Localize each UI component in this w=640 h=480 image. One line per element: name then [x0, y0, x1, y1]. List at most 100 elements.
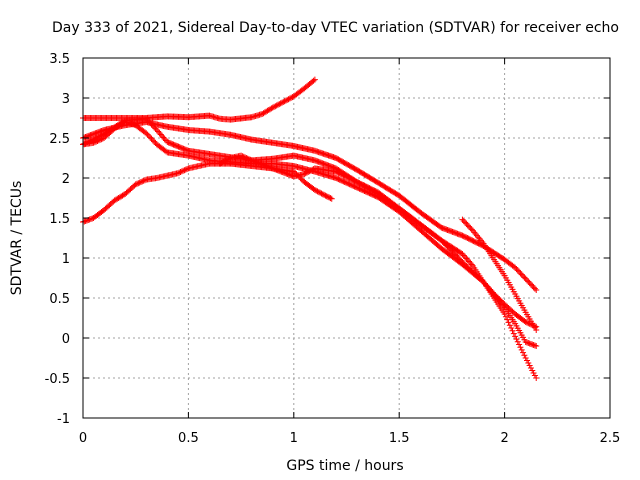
data-point — [276, 101, 283, 108]
data-point — [285, 96, 292, 103]
data-point — [311, 187, 318, 193]
data-point — [309, 166, 316, 173]
data-point — [531, 285, 538, 292]
data-point — [226, 155, 233, 162]
data-point — [239, 153, 246, 160]
series-sat-c — [80, 119, 540, 349]
data-point — [155, 128, 162, 135]
series-sat-f — [217, 152, 540, 381]
data-point — [222, 157, 229, 164]
y-tick-label: 2 — [62, 172, 70, 187]
data-point — [467, 260, 474, 266]
data-point — [174, 170, 181, 177]
data-point — [149, 122, 156, 129]
data-point — [514, 267, 521, 274]
data-point — [243, 155, 250, 161]
data-point — [530, 284, 537, 291]
data-point — [501, 311, 508, 317]
data-point — [462, 219, 469, 226]
y-tick-label: 0 — [62, 332, 70, 347]
data-point — [217, 160, 224, 167]
data-point — [244, 155, 251, 162]
data-point — [274, 101, 281, 108]
data-point — [516, 341, 523, 348]
data-point — [280, 99, 287, 105]
data-point — [143, 130, 150, 137]
x-tick-label: 2.5 — [600, 431, 621, 446]
data-point — [533, 327, 540, 333]
data-point — [132, 181, 139, 188]
chart-title: Day 333 of 2021, Sidereal Day-to-day VTE… — [52, 20, 619, 36]
data-point — [307, 167, 314, 174]
data-points — [80, 76, 540, 381]
x-tick-labels: 0 0.5 1 1.5 2 2.5 — [79, 431, 620, 446]
data-point — [156, 130, 163, 136]
data-point — [468, 226, 475, 233]
data-point — [145, 118, 152, 125]
data-point — [176, 169, 183, 176]
data-point — [143, 115, 150, 122]
data-point — [269, 104, 276, 111]
data-point — [163, 148, 170, 155]
data-point — [523, 277, 530, 284]
data-point — [459, 216, 466, 223]
data-point — [218, 159, 225, 166]
data-point — [328, 195, 335, 202]
data-point — [153, 127, 160, 133]
data-point — [517, 270, 524, 277]
x-tick-label: 1.5 — [389, 431, 410, 446]
y-tick-label: 1.5 — [49, 212, 70, 227]
data-point — [513, 266, 520, 272]
data-point — [151, 124, 158, 131]
data-point — [526, 280, 533, 286]
data-point — [271, 103, 278, 110]
data-point — [464, 264, 471, 271]
data-point — [311, 76, 318, 83]
data-point — [462, 254, 469, 260]
x-tick-label: 2 — [500, 431, 508, 446]
data-point — [327, 195, 334, 202]
data-point — [315, 189, 322, 196]
data-point — [468, 261, 475, 268]
data-point — [147, 134, 154, 141]
y-tick-label: 2.5 — [49, 132, 70, 147]
data-point — [148, 135, 155, 142]
data-point — [147, 120, 154, 126]
data-point — [141, 177, 148, 184]
data-point — [533, 343, 540, 349]
data-point — [149, 137, 156, 144]
data-point — [469, 227, 476, 234]
data-point — [160, 134, 167, 141]
data-point — [139, 178, 146, 185]
data-point — [324, 193, 331, 200]
data-point — [161, 136, 168, 142]
data-point — [520, 349, 527, 356]
data-point — [506, 322, 513, 329]
data-point — [238, 152, 245, 159]
data-point — [319, 191, 326, 198]
data-point — [463, 262, 470, 269]
data-point — [303, 169, 310, 176]
data-point — [145, 133, 152, 139]
data-point — [313, 187, 320, 194]
data-point — [272, 103, 279, 110]
data-point — [467, 266, 474, 273]
data-point — [496, 296, 503, 303]
data-point — [148, 121, 155, 128]
data-point — [521, 352, 528, 359]
data-point — [273, 102, 280, 109]
y-tick-label: -1 — [57, 412, 70, 427]
axis-ticks — [82, 57, 611, 419]
data-point — [509, 327, 516, 334]
data-point — [502, 313, 509, 320]
data-point — [178, 168, 185, 175]
data-point — [463, 255, 470, 262]
data-point — [310, 77, 317, 84]
data-point — [242, 154, 249, 161]
y-tick-label: -0.5 — [45, 372, 70, 387]
data-point — [463, 220, 470, 227]
data-point — [136, 179, 143, 186]
data-point — [281, 98, 288, 105]
data-point — [246, 156, 253, 163]
data-point — [302, 170, 309, 177]
